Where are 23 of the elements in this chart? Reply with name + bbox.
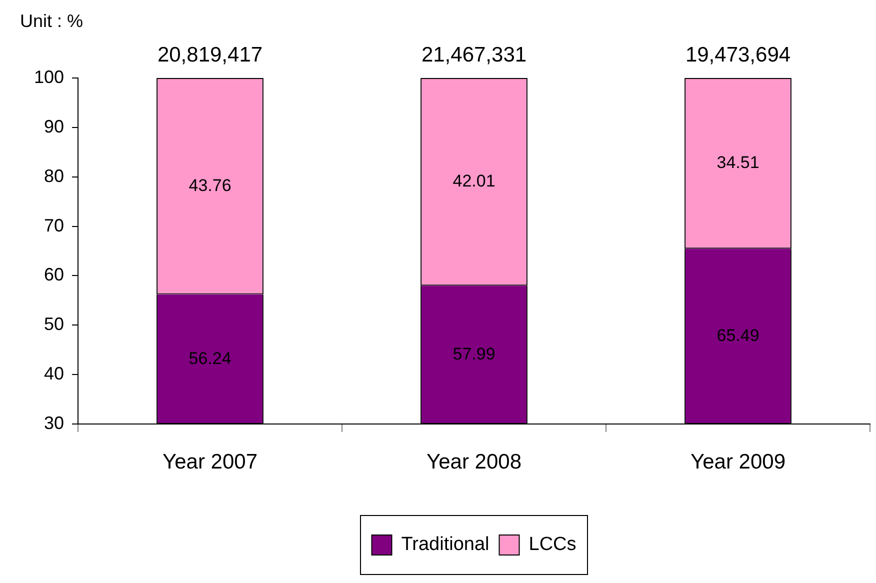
- legend-label: Traditional: [401, 534, 490, 556]
- data-label: 57.99: [452, 344, 496, 364]
- legend-label: LCCs: [528, 534, 576, 556]
- y-tick-label: 70: [44, 215, 64, 236]
- data-label: 34.51: [716, 152, 760, 172]
- annotation: 20,819,417: [157, 43, 263, 66]
- y-tick-label: 90: [44, 116, 64, 136]
- y-tick-label: 60: [44, 264, 64, 285]
- x-tick-label: Year 2008: [426, 450, 522, 474]
- data-label: 42.01: [452, 172, 496, 191]
- y-axis-title: Unit : %: [20, 10, 84, 31]
- annotation: 21,467,331: [421, 43, 527, 66]
- y-tick-label: 80: [44, 166, 64, 186]
- x-tick-label: Year 2007: [162, 450, 258, 474]
- y-tick-label: 40: [44, 364, 64, 384]
- annotation: 19,473,694: [685, 43, 791, 66]
- y-tick-label: 100: [34, 66, 64, 87]
- x-tick-label: Year 2009: [690, 450, 786, 474]
- data-label: 65.49: [716, 326, 760, 345]
- data-label: 56.24: [188, 348, 232, 368]
- y-tick-label: 50: [44, 314, 64, 334]
- data-label: 43.76: [188, 176, 232, 195]
- y-tick-label: 30: [44, 412, 64, 433]
